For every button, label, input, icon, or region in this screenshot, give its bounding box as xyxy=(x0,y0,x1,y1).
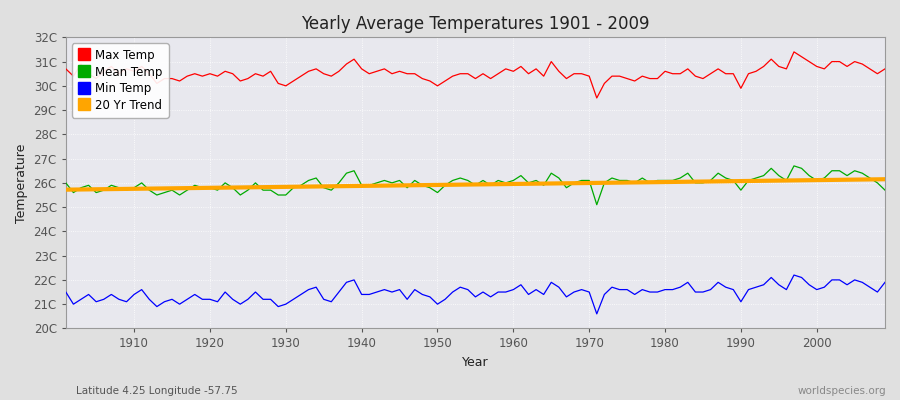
Text: Latitude 4.25 Longitude -57.75: Latitude 4.25 Longitude -57.75 xyxy=(76,386,238,396)
Legend: Max Temp, Mean Temp, Min Temp, 20 Yr Trend: Max Temp, Mean Temp, Min Temp, 20 Yr Tre… xyxy=(72,43,168,118)
Text: worldspecies.org: worldspecies.org xyxy=(798,386,886,396)
Y-axis label: Temperature: Temperature xyxy=(15,143,28,222)
Title: Yearly Average Temperatures 1901 - 2009: Yearly Average Temperatures 1901 - 2009 xyxy=(302,15,650,33)
X-axis label: Year: Year xyxy=(462,356,489,369)
